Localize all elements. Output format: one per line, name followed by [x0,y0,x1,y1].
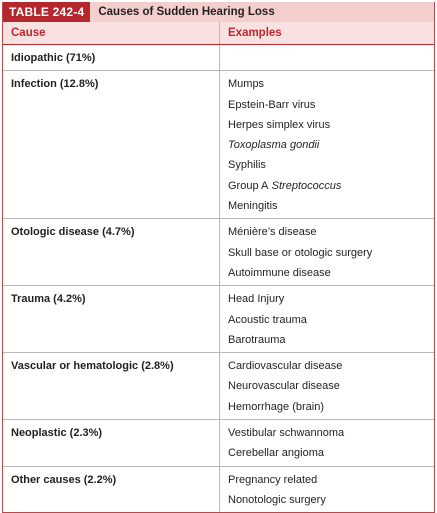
table: Cause Examples Idiopathic (71%) Infection… [3,22,434,513]
example-text: Toxoplasma gondii [228,139,320,152]
example-text: Group A [228,179,269,192]
empty-line [228,48,426,68]
examples-cell: Mumps Epstein-Barr virus Herpes simplex vi… [219,70,434,219]
example: Epstein-Barr virus [228,95,426,115]
cause-text: Neoplastic (2.3%) [11,427,103,440]
cause-text: Idiopathic (71%) [11,52,96,64]
examples-cell: Vestibular schwannoma Cerebellar angioma [219,419,434,467]
example: Skull base or otologic surgery [228,243,426,263]
cause-cell: Other causes (2.2%) [3,465,220,513]
example: Group A Streptococcus [228,176,426,196]
table-head: Cause Examples [3,22,434,45]
table-row: Infection (12.8%) Mumps Epstein-Barr virus… [3,70,434,219]
example-text: Barotrauma [228,333,286,346]
example: Toxoplasma gondii [228,135,426,155]
example: Cerebellar angioma [228,443,426,463]
examples-cell: Head Injury Acoustic trauma Barotrauma [219,285,434,353]
table-row: Neoplastic (2.3%) Vestibular schwannoma Ce… [3,419,434,467]
example-text: Cardiovascular disease [228,360,343,373]
example: Neurovascular disease [228,376,426,396]
example: Autoimmune disease [228,263,426,283]
examples-cell [219,43,434,71]
cause-cell: Neoplastic (2.3%) [3,419,220,467]
column-header: Examples [219,22,434,45]
examples-cell: Ménière’s disease Skull base or otologic … [219,218,434,286]
table-row: Vascular or hematologic (2.8%) Cardiovasc… [3,352,434,420]
table-label: TABLE 242-4 [3,2,91,22]
cause-text: Trauma (4.2%) [11,293,86,306]
table-row: Otologic disease (4.7%) Ménière’s disease… [3,218,434,286]
table-row: Idiopathic (71%) [3,43,434,71]
example-text: Syphilis [228,159,266,172]
example: Herpes simplex virus [228,115,426,135]
examples-cell: Pregnancy related Nonotologic surgery [219,465,434,513]
cause-text: Other causes (2.2%) [11,473,117,486]
cause-cell: Trauma (4.2%) [3,285,220,353]
table-row: Other causes (2.2%) Pregnancy related Nono… [3,465,434,513]
example-text: Autoimmune disease [228,266,331,279]
example-text: Epstein-Barr virus [228,98,316,111]
example: Hemorrhage (brain) [228,397,426,417]
table-row: Trauma (4.2%) Head Injury Acoustic trauma B… [3,285,434,353]
cause-text: Vascular or hematologic (2.8%) [11,360,174,373]
example-text: Hemorrhage (brain) [228,400,324,413]
title-bar: TABLE 242-4 Causes of Sudden Hearing Los… [3,2,434,22]
example-text: Cerebellar angioma [228,447,324,460]
table-body: Idiopathic (71%) Infection (12.8%) Mumps Ep… [3,43,434,513]
cause-cell: Otologic disease (4.7%) [3,218,220,286]
cause-cell: Idiopathic (71%) [3,43,220,71]
examples-cell: Cardiovascular disease Neurovascular dise… [219,352,434,420]
cause-text: Otologic disease (4.7%) [11,226,135,239]
example: Mumps [228,74,426,94]
example: Head Injury [228,289,426,309]
example-text: Meningitis [228,200,278,213]
example-text: Vestibular schwannoma [228,427,345,440]
cause-text: Infection (12.8%) [11,78,99,91]
example-text: Pregnancy related [228,473,318,486]
example: Nonotologic surgery [228,490,426,510]
example-text: Skull base or otologic surgery [228,246,373,259]
cause-cell: Infection (12.8%) [3,70,220,219]
example: Meningitis [228,196,426,216]
example-text: Neurovascular disease [228,380,340,393]
example-text: Nonotologic surgery [228,493,326,506]
example: Ménière’s disease [228,222,426,242]
example-text: Head Injury [228,293,285,306]
example-text: Mumps [228,78,265,91]
example: Vestibular schwannoma [228,423,426,443]
header-row: Cause Examples [3,22,434,45]
example: Acoustic trauma [228,310,426,330]
example: Pregnancy related [228,470,426,490]
example: Syphilis [228,155,426,175]
table-title: Causes of Sudden Hearing Loss [98,6,275,18]
example: Barotrauma [228,330,426,350]
example: Cardiovascular disease [228,356,426,376]
example-text: Ménière’s disease [228,226,317,239]
column-header: Cause [3,22,220,45]
example-text: Herpes simplex virus [228,118,331,131]
example-text: Acoustic trauma [228,313,307,326]
cause-cell: Vascular or hematologic (2.8%) [3,352,220,420]
example-text: Streptococcus [271,179,342,192]
